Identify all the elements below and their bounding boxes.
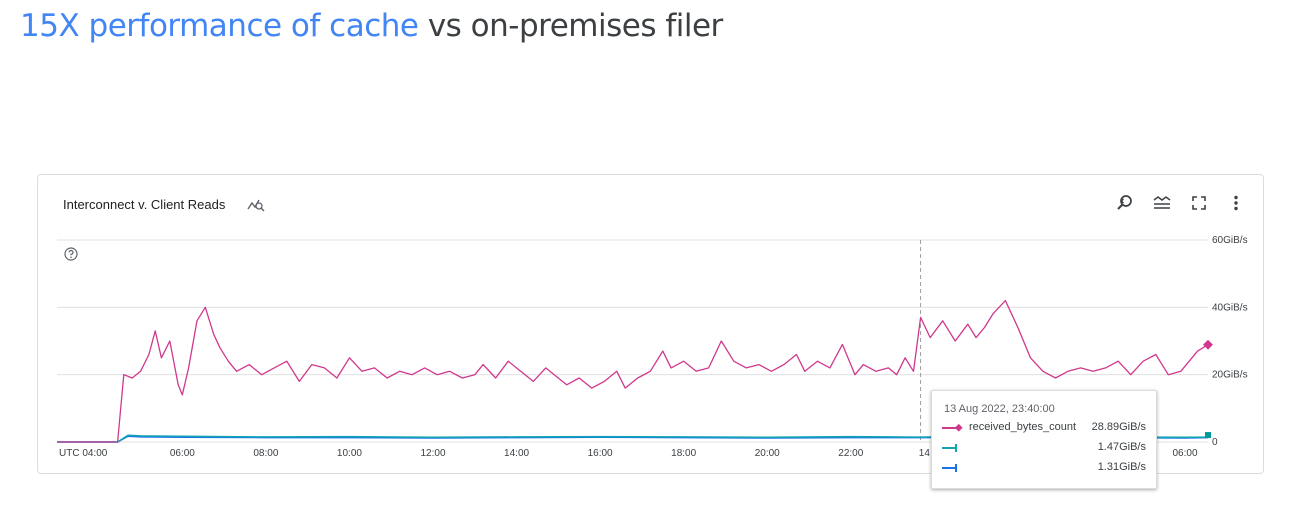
x-tick-label: 18:00 [671,448,696,459]
redacted-series-name [959,462,1083,474]
x-tick-label: 12:00 [420,448,445,459]
x-tick-label: 20:00 [755,448,780,459]
tooltip-series-name: received_bytes_count [969,421,1077,433]
magenta-series-swatch-icon [942,423,963,432]
x-tick-label: 08:00 [253,448,278,459]
chart-title: Interconnect v. Client Reads [63,197,226,212]
x-tick-label: 06:00 [1173,448,1198,459]
tooltip-time: 13 Aug 2022, 23:40:00 [944,403,1055,415]
redacted-series-name [959,442,1083,454]
chart-card: 0 20GiB/s 40GiB/s 60GiB/s UTC 04:00 06:00 08:0… [37,174,1264,489]
y-tick-label: 0 [1212,437,1218,448]
x-tick-label: 16:00 [588,448,613,459]
tooltip-series-value: 28.89GiB/s [1091,421,1146,433]
series-line-0 [57,299,1209,443]
tooltip-series-value: 1.47GiB/s [1097,441,1146,453]
tooltip-row: received_bytes_count 28.89GiB/s [942,420,1146,436]
x-tick-label: UTC 04:00 [59,448,108,459]
y-tick-label: 20GiB/s [1212,370,1248,381]
help-icon[interactable] [64,247,78,261]
teal-series-swatch-icon [942,444,957,452]
y-tick-label: 60GiB/s [1212,235,1248,246]
page-headline: 15X performance of cache vs on-premises … [20,4,723,48]
tooltip-row: 1.31GiB/s [942,460,1146,476]
x-tick-label: 06:00 [170,448,195,459]
more-vert-icon[interactable] [1226,193,1246,213]
zoom-reset-icon[interactable] [1115,193,1135,213]
headline-rest: vs on-premises filer [418,8,723,44]
y-tick-label: 40GiB/s [1212,302,1248,313]
series-end-point [1203,339,1213,350]
tooltip-series-value: 1.31GiB/s [1097,461,1146,473]
legend-icon[interactable] [1152,193,1172,213]
x-tick-label: 10:00 [337,448,362,459]
blue-series-swatch-icon [942,464,957,472]
x-tick-label: 14:00 [504,448,529,459]
tooltip-row: 1.47GiB/s [942,440,1146,456]
fullscreen-icon[interactable] [1189,193,1209,213]
headline-accent: 15X performance of cache [20,8,419,44]
x-tick-label: 22:00 [838,448,863,459]
chart-analyze-icon[interactable] [246,194,266,214]
series-end-point [1205,432,1211,439]
hover-tooltip: 13 Aug 2022, 23:40:00 received_bytes_cou… [931,390,1157,489]
